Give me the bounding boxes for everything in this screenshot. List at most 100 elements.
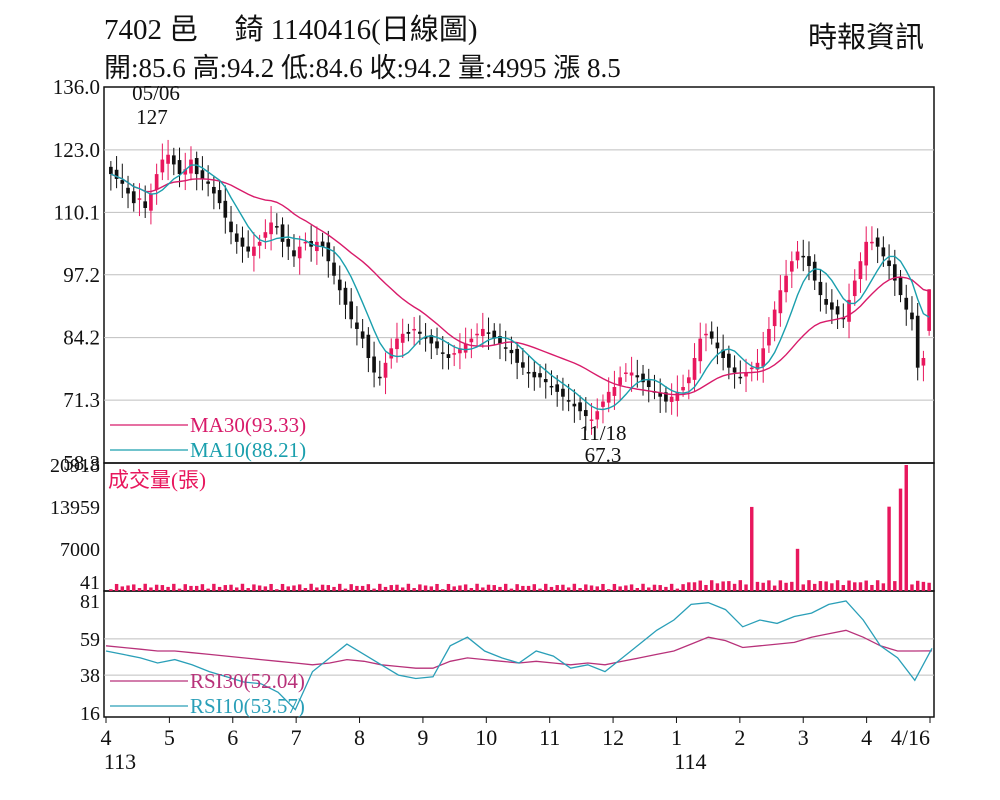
volume-bar xyxy=(795,548,800,591)
candle-body xyxy=(772,309,777,327)
price-tick-label: 97.2 xyxy=(63,263,100,287)
volume-bar xyxy=(927,582,931,591)
candle-body xyxy=(297,246,302,259)
candle-body xyxy=(698,338,703,362)
candle-body xyxy=(469,338,474,343)
volume-bar xyxy=(343,588,348,591)
volume-bar xyxy=(589,585,594,591)
candle-body xyxy=(658,392,663,397)
volume-bar xyxy=(286,586,290,591)
candle-body xyxy=(789,261,794,272)
candle-body xyxy=(624,372,628,375)
volume-bar xyxy=(790,581,794,591)
price-tick-label: 84.2 xyxy=(63,326,100,350)
candle-body xyxy=(749,367,754,370)
candle-body xyxy=(200,170,205,179)
candle-body xyxy=(641,373,645,383)
volume-bar xyxy=(366,584,371,591)
x-tick-label: 2 xyxy=(734,725,745,750)
candle-body xyxy=(887,260,891,267)
volume-bar xyxy=(606,589,611,591)
volume-bar xyxy=(235,587,239,591)
candle-body xyxy=(818,281,823,296)
candle-body xyxy=(326,242,331,262)
volume-bar xyxy=(830,583,834,591)
volume-bar xyxy=(624,585,628,591)
candle-body xyxy=(389,348,394,359)
volume-bar xyxy=(429,586,434,591)
volume-bar xyxy=(412,588,416,591)
candle-body xyxy=(377,376,382,379)
volume-bar xyxy=(503,583,508,591)
candle-body xyxy=(606,391,611,403)
candle-body xyxy=(812,261,817,281)
price-tick-label: 110.1 xyxy=(54,200,100,224)
candle-body xyxy=(784,275,788,293)
candle-body xyxy=(807,256,811,267)
volume-bar xyxy=(492,585,496,591)
volume-bar xyxy=(212,583,216,591)
candle-body xyxy=(830,302,834,310)
volume-bar xyxy=(372,588,376,591)
volume-bar xyxy=(206,588,210,591)
volume-bar xyxy=(767,580,771,591)
volume-bar xyxy=(183,584,187,591)
volume-bar xyxy=(269,583,273,591)
low-date-annotation: 11/18 xyxy=(579,421,626,445)
candle-body xyxy=(738,376,743,379)
candle-body xyxy=(154,174,159,190)
volume-bar xyxy=(835,580,840,591)
volume-bar xyxy=(435,583,439,591)
volume-bar xyxy=(807,580,811,591)
candle-body xyxy=(675,391,680,401)
volume-bar xyxy=(400,587,405,591)
x-tick-label: 9 xyxy=(417,725,428,750)
volume-bar xyxy=(229,584,233,591)
candle-body xyxy=(589,419,594,421)
volume-bar xyxy=(154,584,159,591)
candle-body xyxy=(332,262,336,276)
x-tick-label: 10 xyxy=(475,725,497,750)
rsi-tick-label: 38 xyxy=(80,665,100,687)
volume-bar xyxy=(647,587,651,591)
rsi-tick-label: 81 xyxy=(80,591,100,613)
x-tick-label: 4 xyxy=(101,725,112,750)
volume-bar xyxy=(595,586,599,591)
candle-body xyxy=(795,251,800,261)
volume-bar xyxy=(898,488,903,591)
volume-bar xyxy=(618,586,622,591)
volume-bar xyxy=(864,580,868,591)
candle-body xyxy=(921,357,926,366)
candle-body xyxy=(109,166,113,175)
volume-bar xyxy=(915,580,920,591)
volume-bar xyxy=(555,585,559,591)
volume-bar xyxy=(475,583,479,591)
candle-body xyxy=(274,226,279,228)
volume-bar xyxy=(858,582,863,591)
volume-bar xyxy=(172,583,176,591)
candle-body xyxy=(269,222,273,235)
source-label: 時報資訊 xyxy=(808,22,925,54)
candle-body xyxy=(744,372,748,377)
volume-bar xyxy=(755,581,760,591)
candle-body xyxy=(555,384,560,392)
price-tick-label: 71.3 xyxy=(63,388,100,412)
volume-bar xyxy=(687,582,691,591)
candle-body xyxy=(114,169,119,179)
x-tick-label: 11 xyxy=(539,725,560,750)
volume-bar xyxy=(418,584,422,591)
volume-bar xyxy=(189,585,193,591)
candle-body xyxy=(492,330,497,339)
volume-bar xyxy=(481,587,485,591)
candle-body xyxy=(875,237,880,247)
volume-bar xyxy=(338,583,342,591)
volume-bar xyxy=(824,581,828,591)
candle-body xyxy=(160,159,165,173)
volume-bar xyxy=(584,584,588,591)
volume-panel xyxy=(103,462,935,592)
volume-bar xyxy=(395,584,399,591)
volume-tick-label: 7000 xyxy=(60,539,100,561)
volume-bar xyxy=(698,580,702,591)
volume-bar xyxy=(452,586,456,591)
candle-body xyxy=(406,331,411,334)
